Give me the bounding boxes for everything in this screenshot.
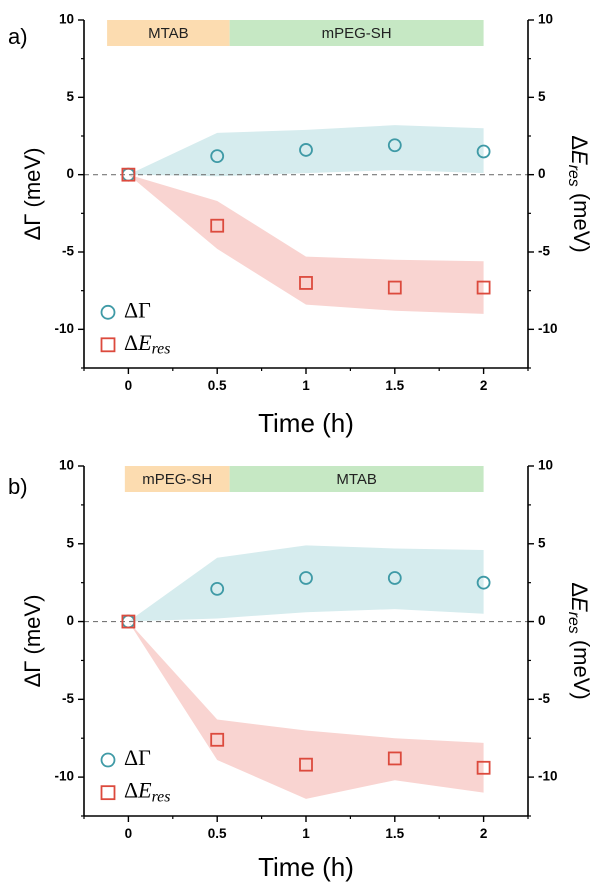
y-tick-label-left-a-4: -10 (54, 321, 74, 336)
point-gamma-b-4 (476, 575, 491, 590)
x-tick-label-a-1: 0.5 (208, 378, 227, 393)
y-axis-label-right-b: ΔEres (meV) (565, 582, 593, 699)
y-axis-label-left-a: ΔΓ (meV) (20, 148, 45, 241)
x-tick-label-b-1: 0.5 (208, 826, 227, 841)
legend-marker-eres-a (100, 337, 116, 353)
point-eres-b-2 (299, 757, 313, 772)
legend-label-eres-a: ΔEres (124, 330, 170, 357)
legend-marker-gamma-b (100, 752, 116, 768)
point-eres-a-4 (476, 280, 491, 295)
phase-bar-a-2 (229, 20, 484, 46)
panel-b: mPEG-SH MTAB 0 0.5 1 1.5 2 10 10 5 5 0 0 -5 -5 -10 -10 ΔΓ… (8, 458, 593, 882)
y-tick-label-left-b-0: 10 (59, 458, 74, 473)
point-eres-b-0 (121, 614, 136, 629)
y-tick-label-right-a-4: -10 (538, 321, 558, 336)
legend-marker-gamma-a (100, 304, 116, 320)
y-tick-label-left-a-0: 10 (59, 12, 74, 27)
x-axis-label-b: Time (h) (258, 852, 354, 882)
point-eres-a-0 (121, 167, 136, 182)
x-tick-label-b-2: 1 (302, 826, 310, 841)
phase-bar-a-1 (107, 20, 230, 46)
y-tick-label-right-b-2: 0 (538, 613, 546, 628)
point-eres-a-2 (299, 276, 313, 290)
y-tick-label-left-b-3: -5 (62, 691, 74, 706)
y-axis-label-right-a: ΔEres (meV) (565, 135, 593, 252)
phase-label-a-2: mPEG-SH (322, 25, 392, 42)
x-axis-label-a: Time (h) (258, 408, 354, 438)
point-gamma-a-2 (299, 143, 313, 157)
y-tick-label-left-b-1: 5 (66, 535, 74, 550)
y-tick-label-right-a-2: 0 (538, 166, 546, 181)
y-tick-label-left-b-2: 0 (66, 613, 74, 628)
point-gamma-b-3 (387, 571, 402, 585)
point-gamma-b-1 (210, 581, 225, 596)
band-b-eres (128, 621, 484, 799)
legend-marker-eres-b (100, 785, 116, 801)
y-tick-label-right-a-1: 5 (538, 89, 546, 104)
x-tick-label-a-2: 1 (302, 378, 310, 393)
point-eres-b-4 (476, 760, 491, 775)
y-tick-label-right-b-3: -5 (538, 691, 550, 706)
point-eres-b-3 (387, 751, 402, 766)
point-gamma-a-1 (210, 149, 225, 164)
point-gamma-b-2 (299, 571, 313, 585)
y-tick-label-right-b-1: 5 (538, 535, 546, 550)
panel-label-b: b) (8, 474, 28, 499)
x-tick-label-a-3: 1.5 (385, 378, 404, 393)
point-gamma-a-3 (387, 138, 402, 153)
band-a-gamma (128, 125, 484, 177)
y-tick-label-right-a-3: -5 (538, 244, 550, 259)
y-tick-label-left-a-2: 0 (66, 166, 74, 181)
point-gamma-a-4 (476, 144, 491, 159)
y-axis-label-left-b: ΔΓ (meV) (20, 595, 45, 688)
y-tick-label-right-a-0: 10 (538, 12, 553, 27)
phase-label-a-1: MTAB (148, 25, 189, 42)
point-eres-a-1 (210, 218, 225, 233)
x-tick-label-a-0: 0 (125, 378, 133, 393)
legend-label-eres-b: ΔEres (124, 778, 170, 805)
x-tick-label-b-0: 0 (125, 826, 133, 841)
y-tick-label-right-b-4: -10 (538, 769, 558, 784)
point-eres-b-1 (210, 732, 225, 747)
phase-bar-b-2 (229, 466, 484, 492)
x-tick-label-b-3: 1.5 (385, 826, 404, 841)
phase-label-b-2: MTAB (336, 471, 377, 488)
x-tick-label-a-4: 2 (480, 378, 488, 393)
phase-bar-b-1 (124, 466, 230, 492)
band-a-eres (128, 174, 484, 314)
point-eres-a-3 (387, 280, 402, 295)
y-tick-label-left-b-4: -10 (54, 769, 74, 784)
legend-label-gamma-a: ΔΓ (124, 297, 151, 322)
phase-label-b-1: mPEG-SH (142, 471, 212, 488)
panel-a: MTAB mPEG-SH 0 0.5 1 1.5 2 10 10 5 5 0 0 -5 -5 -10 -10 ΔΓ… (8, 12, 593, 438)
legend-label-gamma-b: ΔΓ (124, 745, 151, 770)
x-tick-label-b-4: 2 (480, 826, 488, 841)
y-tick-label-left-a-3: -5 (62, 244, 74, 259)
y-tick-label-right-b-0: 10 (538, 458, 553, 473)
panel-label-a: a) (8, 24, 28, 49)
y-tick-label-left-a-1: 5 (66, 89, 74, 104)
